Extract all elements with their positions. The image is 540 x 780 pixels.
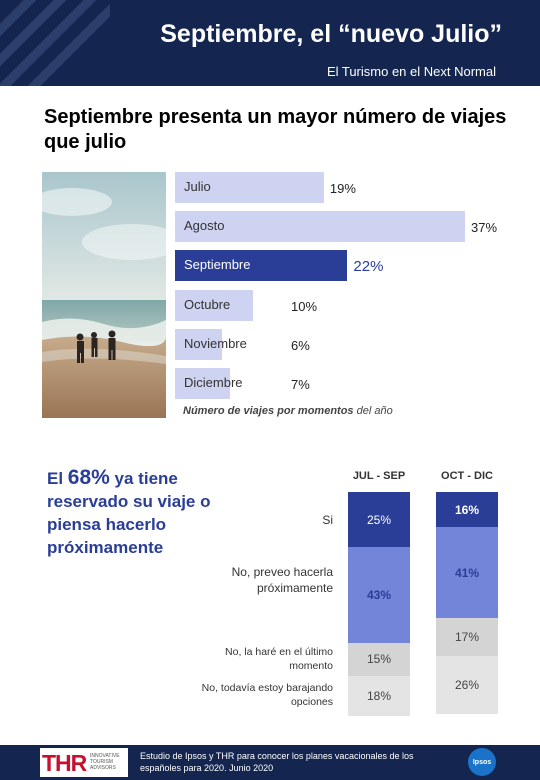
bar-value-label: 10%	[291, 298, 318, 314]
bar-diciembre	[175, 368, 230, 399]
bar-label: Agosto	[184, 218, 225, 234]
section-title: Septiembre presenta un mayor número de v…	[44, 106, 507, 153]
stack-segment	[348, 492, 410, 548]
stack-segment	[436, 527, 498, 619]
stack-segment	[348, 547, 410, 643]
bar-value-label: 37%	[471, 220, 498, 236]
row-label: No, preveo hacerla próximamente	[231, 565, 333, 595]
bar-septiembre	[175, 250, 348, 282]
stack-value-label: 16%	[454, 502, 480, 517]
row-label: No, todavía estoy barajando opciones	[201, 682, 333, 708]
column-header: JUL - SEP	[352, 470, 406, 482]
ipsos-logo: Ipsos	[468, 748, 496, 776]
stack-value-label: 15%	[366, 652, 392, 667]
footer: THR INNOVATIVE TOURISM ADVISORS Estudio …	[0, 745, 540, 780]
stack-value-label: 17%	[454, 630, 480, 645]
stack-value-label: 25%	[366, 512, 392, 527]
bar-label: Diciembre	[184, 375, 243, 390]
stack-segment	[348, 676, 410, 716]
thr-logo: THR INNOVATIVE TOURISM ADVISORS	[40, 748, 128, 777]
bar-octubre	[175, 289, 254, 321]
bar-value-label: 22%	[353, 258, 384, 276]
stack-value-label: 41%	[454, 565, 480, 580]
bar-label: Julio	[184, 179, 211, 194]
bar-value-label: 7%	[291, 377, 310, 392]
diagonal-stripes-decoration	[0, 0, 110, 86]
header-banner: Septiembre, el “nuevo Julio” El Turismo …	[0, 0, 540, 86]
bar-value-label: 19%	[329, 181, 356, 196]
bar-label: Octubre	[184, 296, 231, 312]
page-title: Septiembre, el “nuevo Julio”	[160, 20, 502, 48]
stack-segment	[436, 618, 498, 657]
bar-agosto	[175, 211, 465, 243]
stack-segment	[436, 656, 498, 714]
bar-value-label: 6%	[291, 337, 310, 353]
row-label: Si	[322, 513, 333, 527]
footer-text: Estudio de Ipsos y THR para conocer los …	[140, 751, 414, 773]
bar-label: Septiembre	[184, 257, 251, 273]
beach-photo	[42, 172, 166, 418]
bar-label: Noviembre	[184, 335, 247, 351]
reservation-callout: El 68% ya tiene reservado su viaje o pie…	[47, 466, 211, 557]
page-subtitle: El Turismo en el Next Normal	[326, 64, 496, 79]
row-label: No, la haré en el último momento	[225, 646, 333, 672]
stack-segment	[348, 642, 410, 677]
bar-julio	[175, 172, 324, 203]
column-header: OCT - DIC	[441, 470, 493, 482]
stack-value-label: 43%	[366, 588, 392, 603]
bar-chart-caption: Número de viajes por momentos del año	[183, 405, 393, 417]
stack-segment	[436, 492, 498, 528]
bar-noviembre	[175, 328, 223, 360]
stack-value-label: 18%	[366, 689, 392, 704]
stack-value-label: 26%	[454, 677, 480, 692]
